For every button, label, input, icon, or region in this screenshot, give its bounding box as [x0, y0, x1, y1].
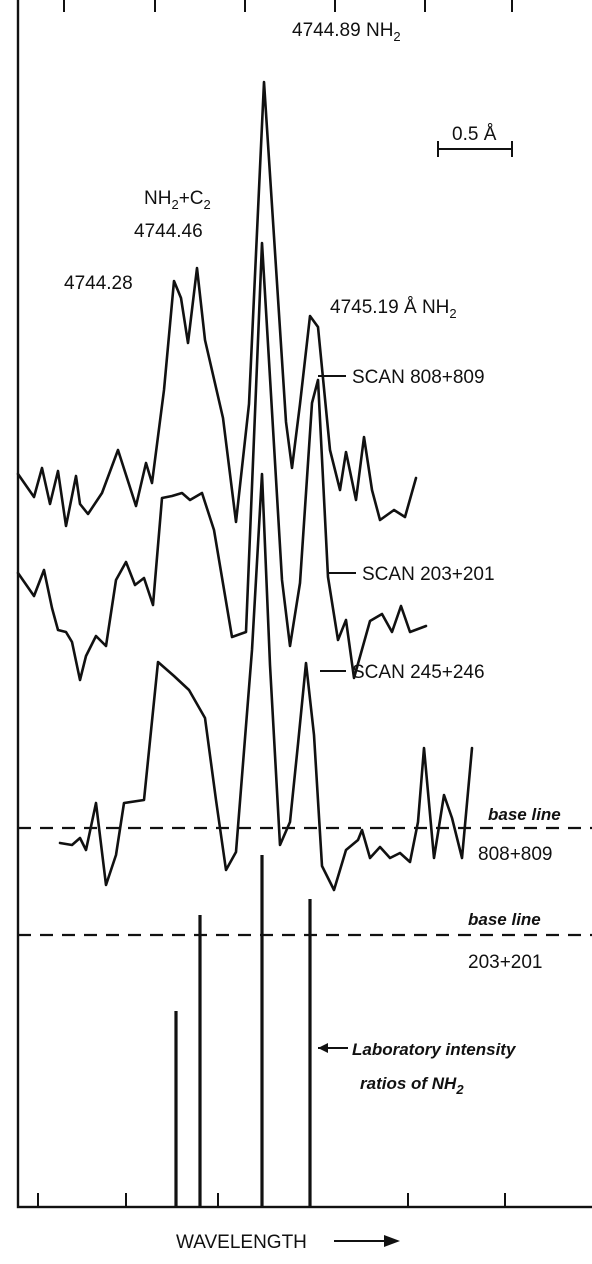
scale-bar-label: 0.5 Å [452, 124, 497, 145]
scan-label-245-246: SCAN 245+246 [352, 662, 485, 683]
x-axis-label: WAVELENGTH [176, 1232, 307, 1253]
lab-lines [174, 855, 312, 1207]
bottom-ticks [37, 1193, 506, 1207]
baseline-label-203-201: base line [468, 910, 541, 929]
peak-label-4744-28: 4744.28 [64, 273, 133, 294]
lab-label-line2: ratios of NH2 [360, 1074, 464, 1097]
scan-label-203-201: SCAN 203+201 [362, 564, 495, 585]
top-ticks [63, 0, 513, 12]
x-axis-arrowhead [384, 1235, 400, 1247]
scan-label-808-809: SCAN 808+809 [352, 367, 485, 388]
trace-scan-203-201 [16, 241, 428, 682]
scale-bar: 0.5 Å [437, 124, 513, 157]
baseline-sub-808-809: 808+809 [478, 844, 553, 865]
baseline-label-808-809: base line [488, 805, 561, 824]
peak-label-4744-46: 4744.46 [134, 221, 203, 242]
baseline-sub-203-201: 203+201 [468, 952, 543, 973]
trace-scan-245-246 [58, 472, 474, 892]
lab-label-line1: Laboratory intensity [352, 1040, 517, 1059]
peak-label-4745-19: 4745.19 Å NH2 [330, 297, 457, 321]
plot-frame [16, 0, 592, 1209]
lab-leader-arrowhead [318, 1043, 328, 1053]
trace-scan-808-809 [16, 80, 418, 528]
peak-label-nh2-c2: NH2+C2 [144, 188, 211, 212]
peak-label-4744-89: 4744.89 NH2 [292, 20, 401, 44]
